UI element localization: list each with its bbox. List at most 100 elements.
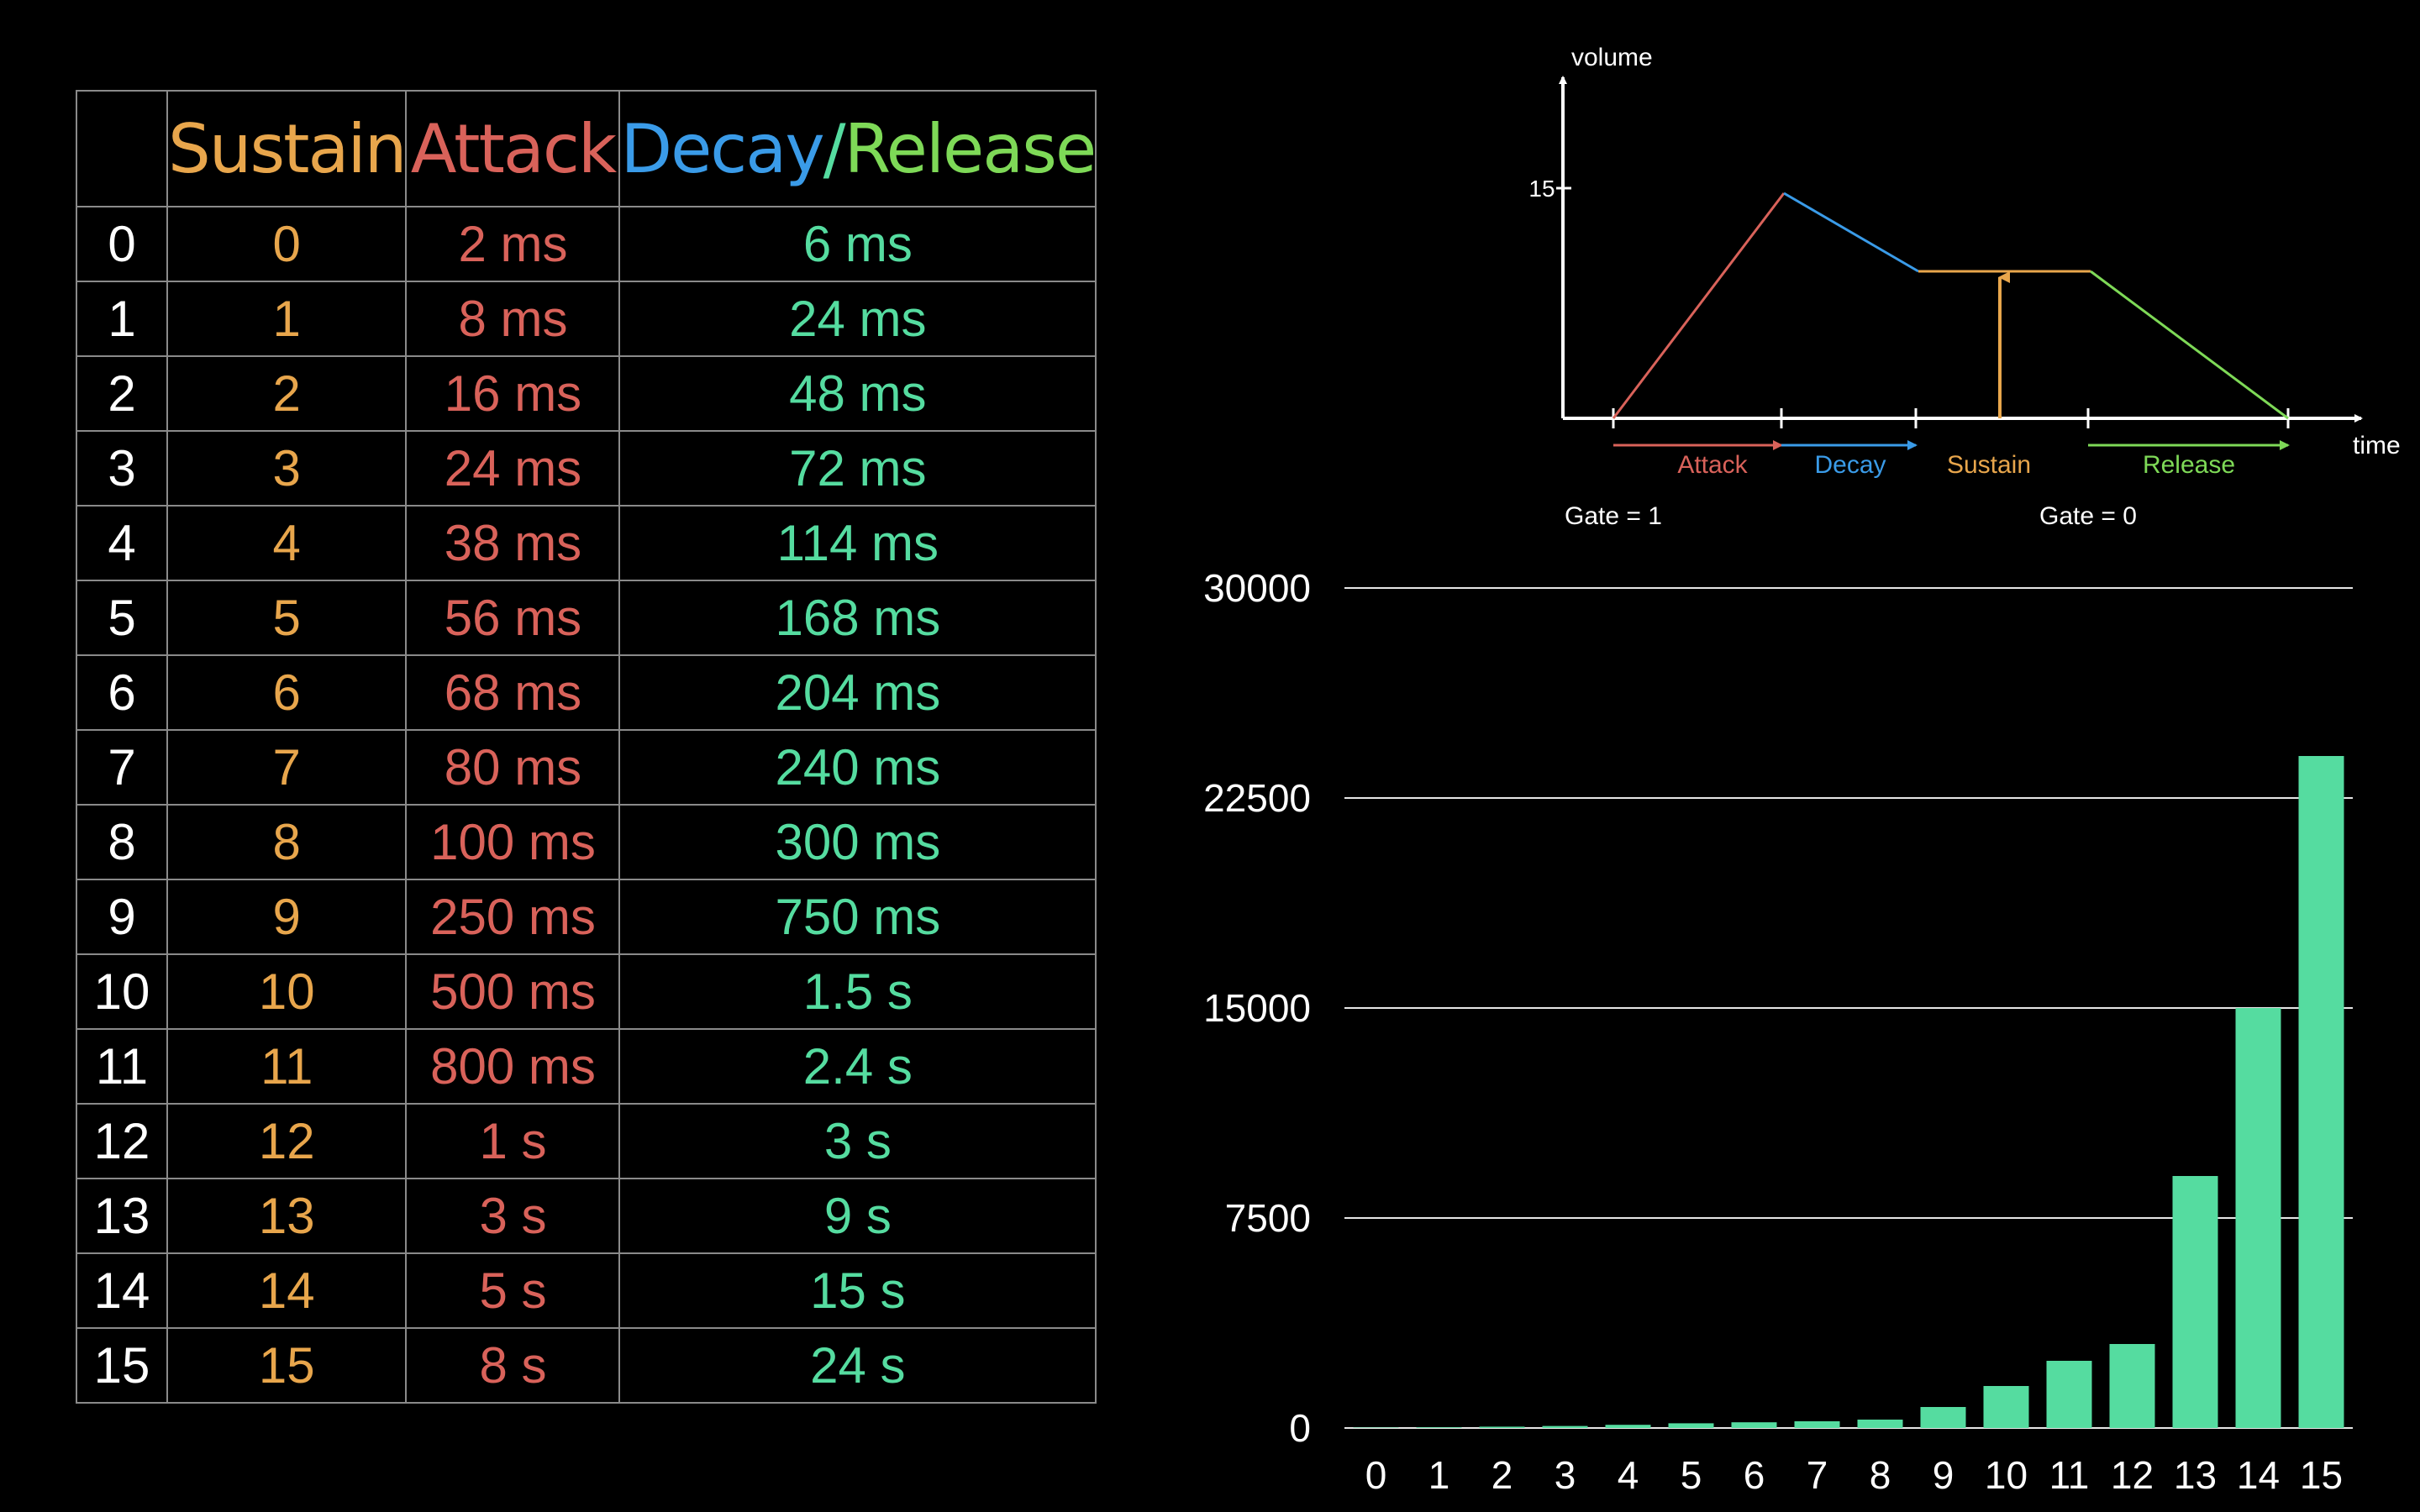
cell-attack: 2 ms — [405, 206, 621, 282]
bar-13 — [2172, 1176, 2218, 1428]
cell-decay-release: 750 ms — [618, 879, 1097, 955]
cell-attack: 56 ms — [405, 580, 621, 656]
cell-decay-release: 240 ms — [618, 729, 1097, 806]
decay-phase-label: Decay — [1814, 451, 1886, 479]
header-sustain: Sustain — [166, 90, 408, 207]
cell-index: 10 — [76, 953, 168, 1030]
cell-index: 14 — [76, 1252, 168, 1329]
cell-attack: 1 s — [405, 1103, 621, 1179]
cell-sustain: 2 — [166, 355, 408, 432]
cell-index: 4 — [76, 505, 168, 581]
cell-decay-release: 15 s — [618, 1252, 1097, 1329]
cell-attack: 80 ms — [405, 729, 621, 806]
cell-decay-release: 168 ms — [618, 580, 1097, 656]
cell-sustain: 0 — [166, 206, 408, 282]
bar-3 — [1542, 1425, 1588, 1428]
bar-1 — [1416, 1427, 1462, 1428]
cell-index: 2 — [76, 355, 168, 432]
table-row: 15 15 8 s 24 s — [76, 1327, 1097, 1404]
x-tick-label: 4 — [1618, 1453, 1639, 1497]
x-tick-label: 13 — [2174, 1453, 2217, 1497]
cell-decay-release: 300 ms — [618, 804, 1097, 880]
cell-index: 9 — [76, 879, 168, 955]
cell-index: 7 — [76, 729, 168, 806]
x-tick-label: 1 — [1428, 1453, 1450, 1497]
cell-attack: 68 ms — [405, 654, 621, 731]
cell-sustain: 13 — [166, 1178, 408, 1254]
header-release: Release — [844, 109, 1096, 188]
cell-sustain: 6 — [166, 654, 408, 731]
y-tick-label-15: 15 — [1528, 176, 1555, 202]
cell-index: 5 — [76, 580, 168, 656]
table-row: 4 4 38 ms 114 ms — [76, 505, 1097, 581]
y-tick-label: 15000 — [1203, 986, 1311, 1030]
x-tick-label: 0 — [1365, 1453, 1387, 1497]
cell-sustain: 15 — [166, 1327, 408, 1404]
cell-attack: 5 s — [405, 1252, 621, 1329]
attack-phase-label: Attack — [1677, 451, 1748, 479]
table-header-row: Sustain Attack Decay/Release — [76, 90, 1097, 207]
x-tick-label: 7 — [1807, 1453, 1828, 1497]
table-row: 14 14 5 s 15 s — [76, 1252, 1097, 1329]
table-row: 7 7 80 ms 240 ms — [76, 729, 1097, 806]
cell-decay-release: 204 ms — [618, 654, 1097, 731]
cell-decay-release: 3 s — [618, 1103, 1097, 1179]
cell-attack: 8 ms — [405, 281, 621, 357]
bar-12 — [2109, 1344, 2155, 1428]
adsr-envelope-diagram: volume time 15 Attack Decay Sustain Rele… — [1528, 44, 2400, 530]
bar-0 — [1353, 1427, 1399, 1428]
cell-sustain: 8 — [166, 804, 408, 880]
cell-decay-release: 48 ms — [618, 355, 1097, 432]
cell-index: 0 — [76, 206, 168, 282]
x-tick-label: 5 — [1681, 1453, 1702, 1497]
header-decay: Decay — [620, 109, 824, 188]
x-tick-label: 14 — [2237, 1453, 2280, 1497]
cell-attack: 500 ms — [405, 953, 621, 1030]
bar-5 — [1668, 1423, 1714, 1428]
bar-9 — [1920, 1407, 1966, 1428]
cell-decay-release: 1.5 s — [618, 953, 1097, 1030]
sustain-phase-label: Sustain — [1947, 451, 2031, 479]
cell-sustain: 14 — [166, 1252, 408, 1329]
cell-index: 15 — [76, 1327, 168, 1404]
release-phase-label: Release — [2143, 451, 2235, 479]
header-slash: / — [823, 109, 846, 188]
bar-6 — [1731, 1422, 1777, 1428]
x-tick-label: 8 — [1870, 1453, 1891, 1497]
gate-on-label: Gate = 1 — [1565, 502, 1662, 530]
cell-sustain: 12 — [166, 1103, 408, 1179]
x-tick-label: 10 — [1985, 1453, 2028, 1497]
cell-attack: 8 s — [405, 1327, 621, 1404]
cell-sustain: 1 — [166, 281, 408, 357]
bar-7 — [1794, 1421, 1840, 1428]
bar-chart-x-tick-labels: 0 1 2 3 4 5 6 7 8 9 10 11 12 13 14 15 — [1365, 1453, 2343, 1497]
cell-sustain: 11 — [166, 1028, 408, 1105]
cell-sustain: 5 — [166, 580, 408, 656]
cell-sustain: 10 — [166, 953, 408, 1030]
cell-sustain: 4 — [166, 505, 408, 581]
cell-decay-release: 24 ms — [618, 281, 1097, 357]
table-row: 11 11 800 ms 2.4 s — [76, 1028, 1097, 1105]
x-tick-label: 9 — [1933, 1453, 1954, 1497]
y-tick-label: 30000 — [1203, 566, 1311, 610]
cell-attack: 16 ms — [405, 355, 621, 432]
gate-off-label: Gate = 0 — [2039, 502, 2137, 530]
cell-index: 3 — [76, 430, 168, 507]
bar-2 — [1479, 1426, 1525, 1428]
cell-attack: 3 s — [405, 1178, 621, 1254]
cell-attack: 38 ms — [405, 505, 621, 581]
cell-index: 8 — [76, 804, 168, 880]
cell-decay-release: 72 ms — [618, 430, 1097, 507]
cell-index: 13 — [76, 1178, 168, 1254]
bar-chart-y-tick-labels: 0 7500 15000 22500 30000 — [1203, 566, 1311, 1450]
x-tick-label: 2 — [1491, 1453, 1513, 1497]
cell-sustain: 9 — [166, 879, 408, 955]
bar-4 — [1605, 1425, 1651, 1428]
bar-14 — [2235, 1008, 2281, 1428]
bar-11 — [2046, 1361, 2092, 1428]
attack-segment — [1612, 192, 1786, 419]
y-tick-label: 22500 — [1203, 776, 1311, 820]
